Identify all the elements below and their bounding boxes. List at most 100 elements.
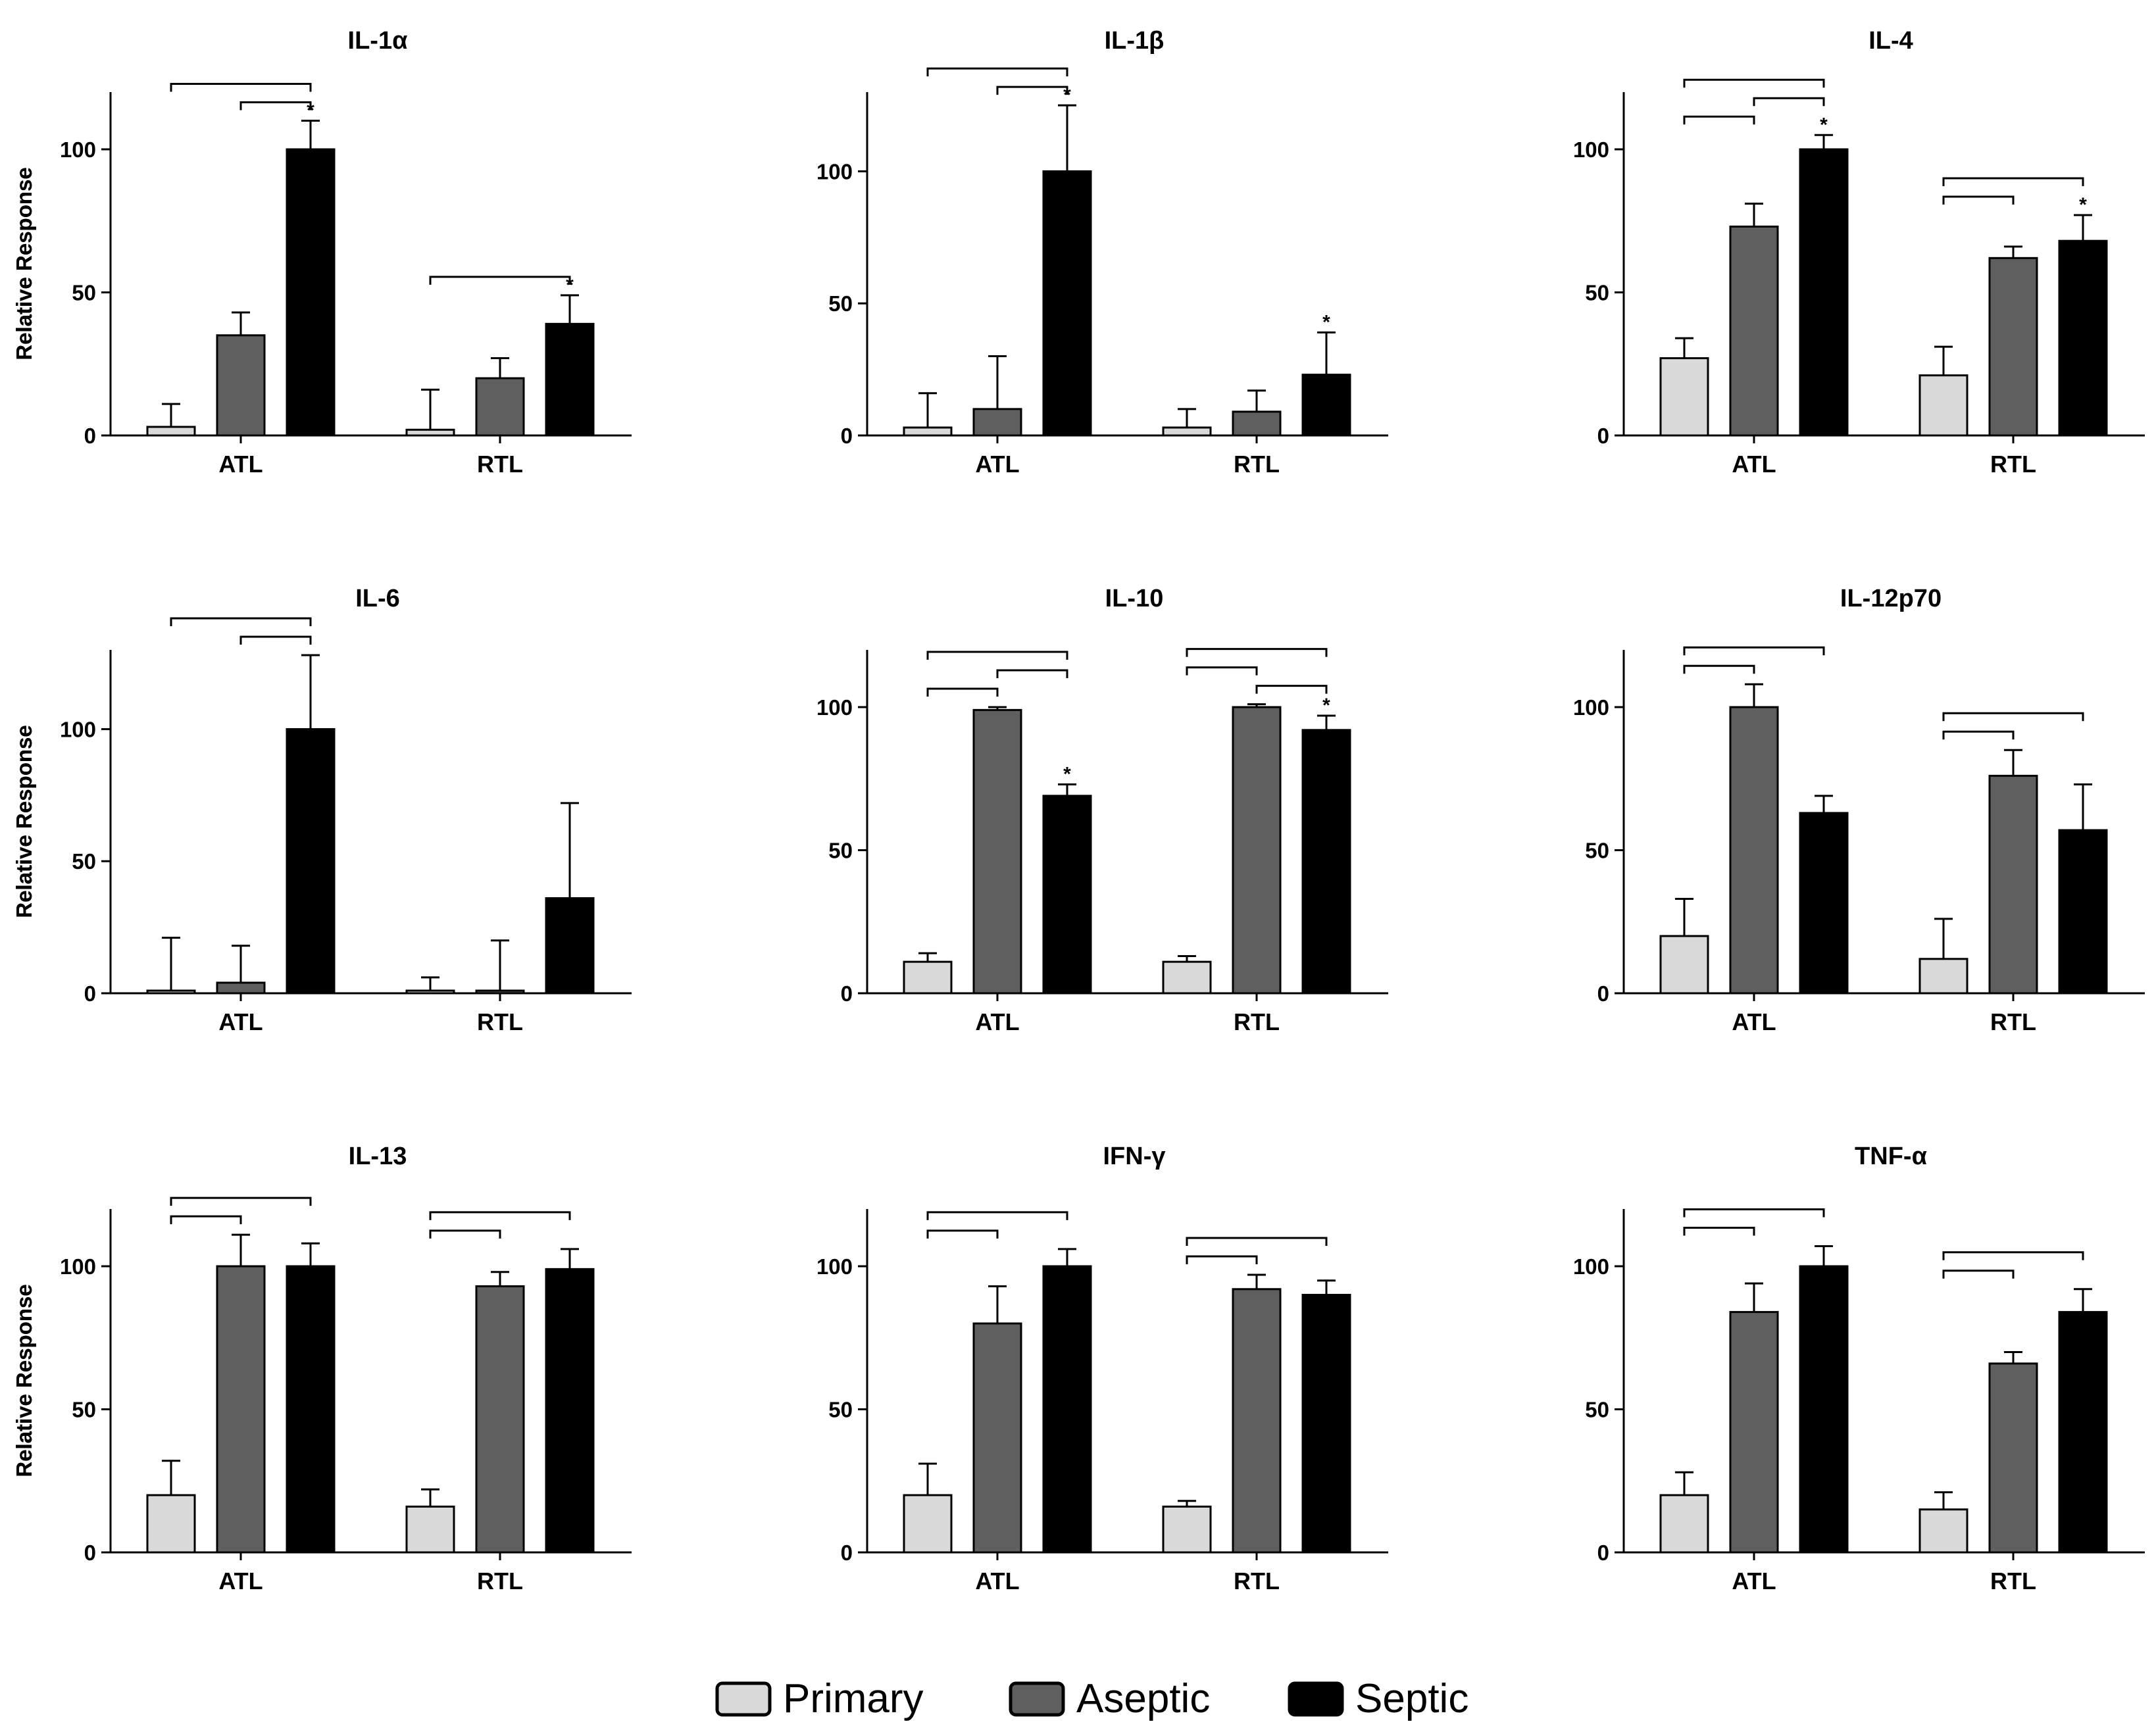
significance-bracket	[926, 651, 1068, 660]
x-tick-label: RTL	[477, 451, 523, 478]
chart-title: IL-6	[355, 585, 400, 612]
bar	[475, 1285, 525, 1554]
significance-bracket	[1186, 1255, 1258, 1265]
significance-bracket	[1683, 646, 1825, 656]
significance-star: *	[1820, 114, 1828, 136]
y-tick-label: 100	[60, 137, 96, 162]
bar	[2058, 239, 2108, 437]
significance-bracket	[1683, 1227, 1755, 1236]
bar	[1659, 935, 1709, 995]
y-tick-label: 50	[1585, 281, 1609, 305]
x-tick-label: RTL	[1234, 451, 1280, 478]
significance-bracket	[1753, 97, 1825, 107]
chart-title: IL-4	[1868, 27, 1913, 55]
significance-star: *	[307, 100, 314, 122]
x-tick-label: RTL	[1990, 451, 2036, 478]
y-tick-label: 50	[72, 849, 96, 874]
x-tick-label: ATL	[975, 1008, 1019, 1035]
y-tick-label: 0	[841, 424, 853, 448]
chart-panel: TNF-α Relative Response 0 50 100 ATL RTL	[12, 1143, 2145, 1594]
y-axis-label: Relative Response	[12, 167, 36, 360]
bar	[1918, 374, 1968, 437]
bar	[216, 334, 266, 437]
bar	[1659, 1494, 1709, 1554]
bar	[405, 1505, 455, 1554]
significance-bracket	[1255, 685, 1328, 694]
y-tick-label: 50	[828, 839, 853, 863]
bar	[475, 989, 525, 995]
significance-star: *	[566, 274, 574, 296]
y-tick-label: 0	[1597, 1541, 1609, 1565]
significance-star: *	[1063, 84, 1071, 106]
chart-panel: IFN-γ Relative Response 0 50 100 ATL RTL	[12, 1143, 1388, 1594]
bar	[286, 1265, 336, 1554]
significance-bracket	[239, 101, 312, 111]
y-tick-label: 50	[72, 281, 96, 305]
y-tick-label: 50	[1585, 839, 1609, 863]
chart-title: IL-13	[349, 1143, 407, 1170]
legend-swatch	[1288, 1681, 1344, 1717]
significance-bracket	[1942, 1251, 2084, 1260]
x-tick-label: ATL	[975, 1568, 1019, 1594]
y-axis-label: Relative Response	[12, 167, 36, 360]
x-tick-label: ATL	[218, 451, 263, 478]
bar	[405, 428, 455, 437]
x-tick-label: ATL	[1732, 451, 1776, 478]
significance-star: *	[1322, 695, 1330, 716]
y-axis-label: Relative Response	[12, 167, 36, 360]
chart-panel: IL-13 Relative Response 0 50 100 ATL RTL	[12, 1143, 632, 1594]
y-tick-label: 0	[1597, 424, 1609, 448]
chart-panel: IL-6 Relative Response 0 50 100 ATL RTL	[12, 585, 632, 1035]
significance-bracket	[1186, 648, 1328, 657]
significance-bracket	[996, 669, 1068, 678]
bar	[1042, 170, 1092, 437]
bar	[475, 377, 525, 437]
x-tick-label: ATL	[218, 1568, 263, 1594]
x-tick-label: ATL	[218, 1008, 263, 1035]
bar	[903, 1494, 953, 1554]
significance-bracket	[170, 617, 312, 627]
bar	[2058, 829, 2108, 995]
bar	[972, 708, 1022, 995]
y-axis-label: Relative Response	[12, 1284, 36, 1477]
legend-item: Aseptic	[1009, 1676, 1210, 1721]
bar	[1232, 410, 1282, 437]
bar	[146, 989, 196, 995]
y-axis-label: Relative Response	[12, 1284, 36, 1477]
chart-panel: IL-4 Relative Response 0 50 100 ATL RTL * *	[12, 27, 2145, 478]
bar	[1232, 706, 1282, 995]
x-tick-label: RTL	[1990, 1008, 2036, 1035]
y-axis-label: Relative Response	[12, 725, 36, 918]
bar	[1042, 1265, 1092, 1554]
significance-bracket	[1942, 712, 2084, 722]
y-tick-label: 50	[828, 1398, 853, 1422]
significance-bracket	[1683, 664, 1755, 674]
bar	[972, 408, 1022, 437]
y-axis-label: Relative Response	[12, 1284, 36, 1477]
y-tick-label: 0	[841, 1541, 853, 1565]
y-tick-label: 100	[1573, 137, 1609, 162]
bar	[216, 981, 266, 995]
significance-bracket	[170, 1215, 242, 1225]
y-axis-label: Relative Response	[12, 725, 36, 918]
bar	[903, 426, 953, 437]
bar	[1301, 729, 1351, 995]
significance-bracket	[926, 1229, 999, 1239]
chart-title: TNF-α	[1855, 1143, 1927, 1170]
legend-item: Primary	[715, 1676, 924, 1721]
y-tick-label: 100	[816, 695, 853, 720]
x-tick-label: RTL	[1234, 1008, 1280, 1035]
x-tick-label: ATL	[1732, 1568, 1776, 1594]
significance-bracket	[1942, 1270, 2015, 1279]
significance-bracket	[1186, 1237, 1328, 1247]
y-tick-label: 50	[828, 291, 853, 316]
significance-bracket	[1942, 195, 2015, 205]
bar	[1162, 426, 1212, 437]
bar	[286, 148, 336, 437]
y-tick-label: 100	[60, 1254, 96, 1279]
chart-panel: IL-1α Relative Response 0 50 100 ATL RTL * *	[12, 27, 632, 478]
significance-bracket	[429, 1211, 571, 1220]
chart-panel: IL-1β Relative Response 0 50 100 ATL RTL * *	[12, 27, 1388, 478]
significance-bracket	[170, 83, 312, 92]
